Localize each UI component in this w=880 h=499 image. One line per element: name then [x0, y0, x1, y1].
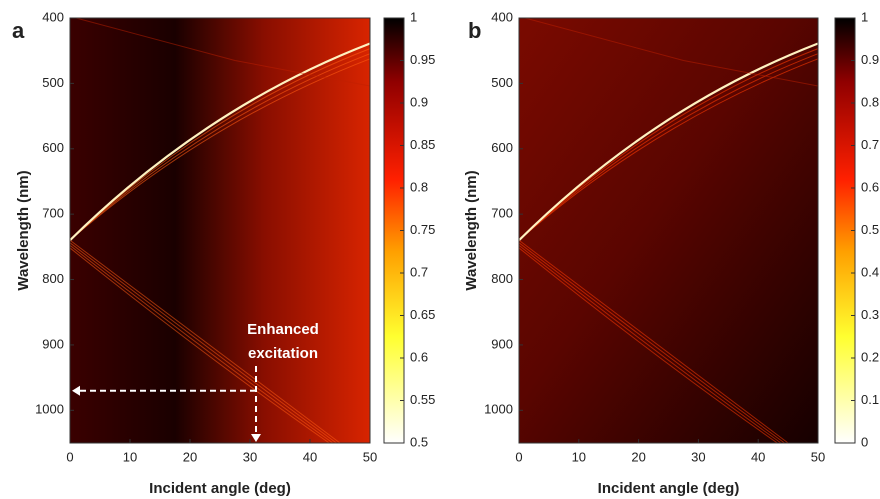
y-axis-title: Wavelength (nm): [15, 170, 32, 290]
colorbar-tick-label: 0.7: [861, 137, 879, 152]
colorbar-tick-label: 1: [410, 9, 417, 24]
y-tick-label: 1000: [484, 402, 513, 417]
arrow-head: [251, 434, 261, 442]
y-tick-label: 500: [491, 75, 513, 90]
y-tick-label: 1000: [35, 402, 64, 417]
arrow-head: [72, 385, 80, 396]
x-axis-title: Incident angle (deg): [598, 480, 740, 497]
colorbar-tick-label: 0.3: [861, 307, 879, 322]
y-tick-label: 400: [491, 9, 513, 24]
y-tick-label: 900: [42, 336, 64, 351]
x-tick-label: 40: [751, 449, 765, 464]
colorbar-tick-label: 0.5: [861, 222, 879, 237]
x-tick-label: 30: [243, 449, 257, 464]
colorbar-tick-label: 0.65: [410, 307, 435, 322]
colorbar-tick-label: 0.95: [410, 52, 435, 67]
colorbar-tick-label: 0.9: [861, 52, 879, 67]
resonance-curve: [69, 244, 334, 444]
colorbar-tick-label: 0.55: [410, 392, 435, 407]
annotation: Enhanced: [247, 321, 319, 338]
y-tick-label: 600: [491, 140, 513, 155]
x-tick-label: 10: [572, 449, 586, 464]
resonance-curve: [518, 42, 819, 242]
x-tick-label: 0: [515, 449, 522, 464]
colorbar-tick-label: 0.75: [410, 222, 435, 237]
x-tick-label: 20: [631, 449, 645, 464]
resonance-curve: [518, 53, 819, 241]
y-tick-label: 600: [42, 140, 64, 155]
colorbar-tick-label: 0.1: [861, 392, 879, 407]
resonance-curve: [518, 242, 785, 444]
resonance-curve: [69, 53, 371, 241]
x-tick-label: 50: [363, 449, 377, 464]
x-axis-title: Incident angle (deg): [149, 480, 291, 497]
resonance-curve: [518, 239, 789, 444]
resonance-curve: [524, 17, 819, 87]
y-tick-label: 400: [42, 9, 64, 24]
panel-letter: b: [468, 18, 481, 43]
resonance-curve: [69, 239, 341, 444]
colorbar-tick-label: 0.6: [861, 179, 879, 194]
y-axis-title: Wavelength (nm): [463, 170, 480, 290]
y-tick-label: 700: [42, 206, 64, 221]
colorbar-tick-label: 0.6: [410, 349, 428, 364]
y-tick-label: 500: [42, 75, 64, 90]
resonance-curve: [69, 42, 371, 242]
resonance-curve: [69, 242, 337, 444]
resonance-curve: [518, 244, 782, 444]
colorbar-tick-label: 0.7: [410, 264, 428, 279]
colorbar-tick-label: 0.85: [410, 137, 435, 152]
colorbar-tick-label: 0.8: [410, 179, 428, 194]
x-tick-label: 30: [691, 449, 705, 464]
resonance-curve: [69, 58, 371, 241]
plot-frame: [518, 17, 819, 444]
y-tick-label: 800: [491, 271, 513, 286]
colorbar-tick-label: 0: [861, 434, 868, 449]
colorbar-tick-label: 0.4: [861, 264, 879, 279]
resonance-curve: [518, 58, 819, 241]
y-tick-label: 700: [491, 206, 513, 221]
plot-frame: [69, 17, 371, 444]
colorbar-tick-label: 0.8: [861, 94, 879, 109]
y-tick-label: 900: [491, 336, 513, 351]
x-tick-label: 0: [66, 449, 73, 464]
resonance-curve: [518, 247, 778, 444]
x-tick-label: 40: [303, 449, 317, 464]
resonance-curve: [69, 247, 330, 444]
colorbar-tick-label: 0.5: [410, 434, 428, 449]
x-tick-label: 50: [811, 449, 825, 464]
panel-letter: a: [12, 18, 25, 43]
x-tick-label: 10: [123, 449, 137, 464]
colorbar-tick-label: 0.2: [861, 349, 879, 364]
colorbar-tick-label: 0.9: [410, 94, 428, 109]
heatmap-background: [70, 18, 370, 443]
annotation: excitation: [248, 345, 318, 362]
colorbar-tick-label: 1: [861, 9, 868, 24]
heatmap-background: [519, 18, 818, 443]
resonance-curve: [75, 17, 371, 87]
y-tick-label: 800: [42, 271, 64, 286]
x-tick-label: 20: [183, 449, 197, 464]
